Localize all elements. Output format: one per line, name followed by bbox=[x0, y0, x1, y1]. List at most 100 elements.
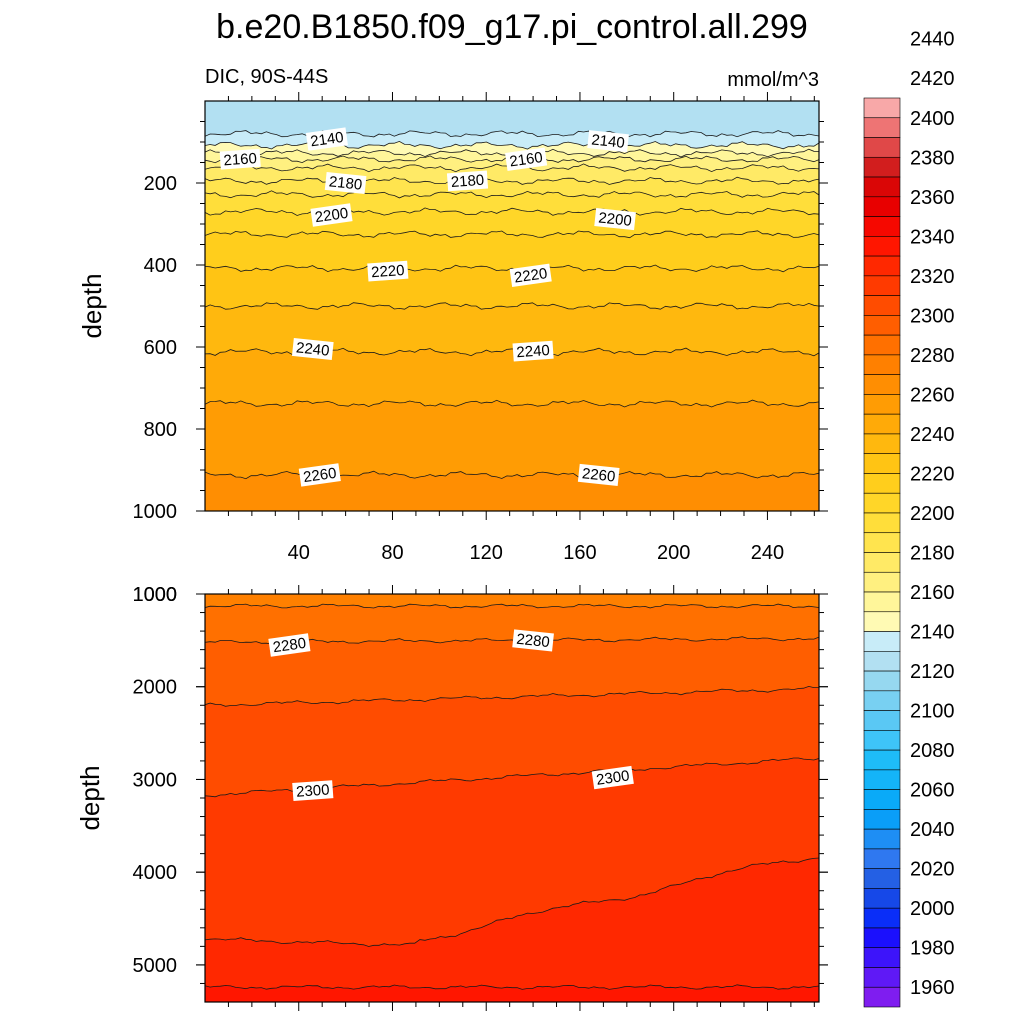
upper-contour-label-text: 2160 bbox=[508, 149, 543, 170]
upper-fills bbox=[205, 101, 819, 511]
upper-contour-line-2250 bbox=[205, 399, 819, 408]
upper-ticks: 40 80 120 160 200 240 200 400 600 800 1000 bbox=[133, 92, 828, 564]
colorbar-box bbox=[863, 176, 901, 198]
colorbar-label: 2140 bbox=[910, 622, 955, 644]
colorbar-box bbox=[863, 789, 901, 810]
lower-y-tick-label: 1000 bbox=[133, 584, 178, 606]
colorbar-label: 2040 bbox=[910, 819, 955, 841]
colorbar-label: 2360 bbox=[910, 187, 955, 209]
lower-contour-label: 2300 bbox=[591, 765, 634, 790]
colorbar-box bbox=[863, 236, 901, 257]
lower-y-tick-label: 4000 bbox=[133, 862, 178, 884]
lower-contour-label-text: 2300 bbox=[595, 767, 630, 788]
upper-contour-label-text: 2200 bbox=[598, 209, 633, 229]
colorbar-box bbox=[863, 967, 901, 988]
upper-contour-label-text: 2260 bbox=[302, 465, 337, 486]
upper-fill-band-2260 bbox=[205, 471, 819, 511]
upper-contour-label-bg bbox=[305, 127, 348, 151]
lower-contour-line-2290 bbox=[205, 685, 819, 707]
colorbar-box bbox=[863, 650, 901, 672]
lower-y-axis-label: depth bbox=[75, 765, 105, 830]
colorbar-box bbox=[863, 769, 901, 790]
colorbar-label: 1980 bbox=[910, 938, 955, 960]
colorbar-label: 2400 bbox=[910, 108, 955, 130]
upper-contour-label: 2240 bbox=[512, 340, 554, 362]
colorbar-box bbox=[863, 947, 901, 968]
colorbar-box bbox=[863, 315, 901, 336]
colorbar-label: 2380 bbox=[910, 147, 955, 169]
colorbar-box bbox=[863, 275, 901, 296]
colorbar-box bbox=[863, 492, 901, 514]
upper-contour-label-text: 2240 bbox=[295, 339, 330, 359]
upper-contour-label-bg bbox=[509, 263, 552, 287]
lower-contour-label-bg bbox=[292, 780, 334, 801]
upper-contour-label-bg bbox=[324, 171, 367, 195]
lower-contour-label-bg bbox=[512, 629, 554, 652]
colorbar-label: 2180 bbox=[910, 543, 955, 565]
upper-contour-line-2230 bbox=[205, 302, 819, 310]
colorbar-box bbox=[863, 137, 901, 158]
upper-contour-label-text: 2180 bbox=[328, 173, 363, 193]
lower-y-tick-label: 3000 bbox=[133, 769, 178, 791]
upper-contour-label: 2220 bbox=[367, 260, 409, 282]
upper-contour-label-bg bbox=[367, 260, 409, 282]
upper-contour-label-text: 2180 bbox=[450, 172, 484, 191]
lower-y-tick-label: 5000 bbox=[133, 955, 178, 977]
upper-contour-label-bg bbox=[505, 147, 548, 171]
colorbar-boxes bbox=[863, 97, 901, 1008]
upper-contour-label-text: 2160 bbox=[223, 150, 257, 169]
upper-contour-line-2180 bbox=[205, 176, 819, 185]
colorbar-box bbox=[863, 611, 901, 632]
lower-contour-label: 2280 bbox=[512, 629, 554, 652]
upper-contour-label-text: 2140 bbox=[591, 131, 626, 151]
lower-contour-label-text: 2280 bbox=[516, 631, 551, 651]
upper-x-tick-label: 200 bbox=[657, 542, 690, 564]
upper-contour-label: 2180 bbox=[324, 171, 367, 195]
colorbar-box bbox=[863, 710, 901, 731]
colorbar-box bbox=[863, 828, 901, 850]
colorbar-label: 2020 bbox=[910, 859, 955, 881]
colorbar-box bbox=[863, 986, 901, 1008]
upper-x-tick-label: 120 bbox=[470, 542, 503, 564]
colorbar-box bbox=[863, 453, 901, 474]
upper-contour-label-text: 2260 bbox=[581, 465, 616, 485]
lower-fill-band-2320 bbox=[205, 984, 819, 1002]
upper-contour-label: 2220 bbox=[509, 263, 552, 287]
colorbar-box bbox=[863, 473, 901, 494]
colorbar-label: 2100 bbox=[910, 701, 955, 723]
upper-left-string: DIC, 90S-44S bbox=[205, 66, 328, 88]
upper-contour-label-bg bbox=[298, 463, 341, 487]
upper-contour-line-2220 bbox=[205, 264, 819, 273]
upper-contour-label: 2200 bbox=[310, 203, 353, 227]
colorbar-box bbox=[863, 196, 901, 217]
upper-x-tick-label: 240 bbox=[751, 542, 784, 564]
upper-y-tick-label: 200 bbox=[144, 173, 177, 195]
colorbar-label: 2080 bbox=[910, 740, 955, 762]
colorbar-box bbox=[863, 216, 901, 237]
colorbar-box bbox=[863, 156, 901, 178]
upper-x-tick-label: 40 bbox=[288, 542, 310, 564]
colorbar-box bbox=[863, 888, 901, 909]
lower-contour-label: 2280 bbox=[268, 633, 311, 657]
upper-contour-label: 2140 bbox=[305, 127, 348, 151]
upper-contour-label-bg bbox=[512, 340, 554, 362]
upper-y-tick-label: 400 bbox=[144, 255, 177, 277]
colorbar-label: 2420 bbox=[910, 68, 955, 90]
colorbar-label: 2220 bbox=[910, 464, 955, 486]
upper-contour-label: 2200 bbox=[594, 208, 636, 231]
lower-fills bbox=[205, 594, 819, 1002]
lower-contour-line-2320 bbox=[205, 984, 819, 990]
colorbar-box bbox=[863, 631, 901, 652]
upper-x-tick-label: 160 bbox=[563, 542, 596, 564]
colorbar: 1960 1980 2000 2020 2040 2060 2080 2100 2120 2140… bbox=[863, 29, 955, 1008]
upper-contour-labels: 2140 2140 2160 2160 2180 2180 2200 2200 2220 2220… bbox=[219, 127, 636, 487]
upper-contour-label-bg bbox=[446, 170, 489, 192]
lower-contour-label-text: 2300 bbox=[296, 781, 330, 800]
lower-contour-label-text: 2280 bbox=[272, 635, 307, 656]
colorbar-box bbox=[863, 552, 901, 573]
lower-contour-label: 2300 bbox=[292, 780, 334, 801]
upper-contour-line-2200 bbox=[205, 207, 819, 216]
upper-contour-label: 2160 bbox=[219, 148, 261, 170]
